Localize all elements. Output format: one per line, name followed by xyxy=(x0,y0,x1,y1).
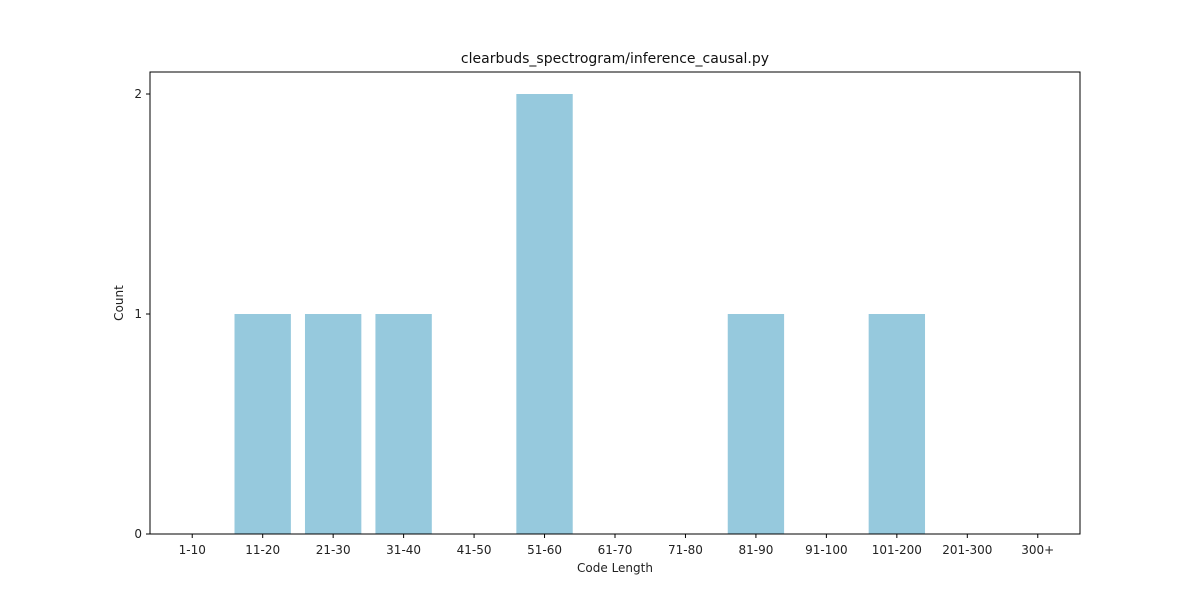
y-tick-label: 0 xyxy=(134,527,142,541)
x-tick-label: 91-100 xyxy=(805,543,848,557)
y-axis: 0 1 2 xyxy=(134,87,150,541)
bar-101-200 xyxy=(868,314,926,534)
x-tick-label: 81-90 xyxy=(738,543,773,557)
chart-title: clearbuds_spectrogram/inference_causal.p… xyxy=(461,51,769,67)
x-tick-label: 300+ xyxy=(1021,543,1054,557)
x-axis-label: Code Length xyxy=(577,561,653,575)
x-tick-label: 71-80 xyxy=(668,543,703,557)
x-axis: 1-10 11-20 21-30 31-40 41-50 51-60 61-70 71-80 8… xyxy=(179,534,1054,557)
x-tick-label: 51-60 xyxy=(527,543,562,557)
x-tick-label: 201-300 xyxy=(942,543,992,557)
x-tick-label: 61-70 xyxy=(598,543,633,557)
y-tick-label: 1 xyxy=(134,307,142,321)
bars-group xyxy=(234,94,926,534)
y-axis-label: Count xyxy=(112,285,126,321)
bar-31-40 xyxy=(375,314,432,534)
bar-21-30 xyxy=(304,314,362,534)
bar-81-90 xyxy=(727,314,785,534)
x-tick-label: 21-30 xyxy=(316,543,351,557)
x-tick-label: 1-10 xyxy=(179,543,206,557)
bar-11-20 xyxy=(234,314,291,534)
x-tick-label: 41-50 xyxy=(457,543,492,557)
x-tick-label: 101-200 xyxy=(872,543,922,557)
x-tick-label: 31-40 xyxy=(386,543,421,557)
bar-51-60 xyxy=(516,94,573,534)
x-tick-label: 11-20 xyxy=(245,543,280,557)
y-tick-label: 2 xyxy=(134,87,142,101)
